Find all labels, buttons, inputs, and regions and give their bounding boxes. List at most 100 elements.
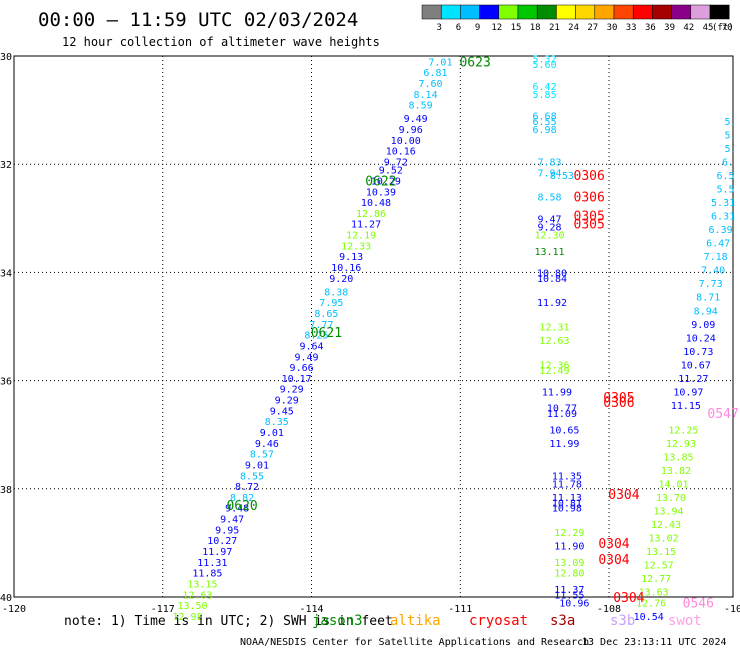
swh-value: 9.47 (220, 515, 244, 526)
swh-value: 10.73 (683, 347, 713, 358)
swh-value: 11.37 (554, 585, 584, 596)
swh-value: 11.27 (351, 220, 381, 231)
swh-value: 12.86 (356, 209, 386, 220)
x-tick-label: -10 (724, 604, 740, 615)
colorbar-swatch (517, 4, 538, 20)
swh-value: 10.16 (386, 147, 416, 158)
pass-time-label: 0546 (683, 596, 714, 611)
swh-value: 9.66 (290, 363, 314, 374)
swh-value: 13.11 (534, 247, 564, 258)
colorbar-label: 15 (511, 23, 522, 33)
swh-value: 11.90 (554, 542, 584, 553)
satellite-name-swot: swot (668, 613, 702, 629)
swh-value: 8.55 (240, 471, 264, 482)
pass-time-label: 0623 (459, 55, 490, 70)
colorbar-swatch (460, 4, 480, 20)
swh-value: 9.49 (404, 114, 428, 125)
colorbar-label: 39 (664, 23, 675, 33)
colorbar-swatch (632, 4, 653, 20)
swh-value: 11.35 (552, 471, 582, 482)
swh-value: 7.83 (537, 157, 561, 168)
swh-value: 12.33 (341, 241, 371, 252)
swh-value: 9.29 (280, 385, 304, 396)
swh-value: 10.16 (331, 263, 361, 274)
x-tick-label: -117 (151, 604, 175, 615)
swh-value: 10.00 (391, 136, 421, 147)
swh-value: 6. (722, 157, 734, 168)
swh-value: 12.29 (554, 528, 584, 539)
swh-value: 6.68 (533, 112, 557, 123)
swh-value: 5.60 (533, 60, 557, 71)
swh-value: 13.63 (639, 588, 669, 599)
swh-value: 12.31 (539, 323, 569, 334)
swh-value: 13.15 (646, 547, 676, 558)
swh-value: 11.09 (547, 409, 577, 420)
pass-time-label: 0547 (707, 407, 738, 422)
colorbar-label: 42 (683, 23, 694, 33)
swh-value: 5. (724, 130, 736, 141)
y-tick-label: -32 (0, 160, 12, 171)
swh-value: 9.13 (339, 252, 363, 263)
colorbar-label: 27 (587, 23, 598, 33)
swh-value: 8.57 (250, 450, 274, 461)
swh-value: 12.76 (636, 598, 666, 609)
swh-value: 7.18 (704, 252, 728, 263)
colorbar-swatch (440, 4, 461, 20)
pass-time-label: 0304 (608, 488, 639, 503)
swh-value: 8.65 (314, 309, 338, 320)
swh-value: 9.47 (537, 214, 561, 225)
swh-value: 10.97 (673, 387, 703, 398)
colorbar-swatch (498, 4, 519, 20)
colorbar-swatch (613, 4, 634, 20)
swh-value: 10.48 (361, 198, 391, 209)
swh-value: 9.45 (270, 406, 294, 417)
swh-value: 6.31 (711, 212, 735, 223)
swh-value: 12.98 (172, 612, 202, 623)
satellite-name-altika: altika (390, 613, 441, 629)
y-tick-label: -38 (0, 485, 12, 496)
chart-subtitle: 12 hour collection of altimeter wave hei… (62, 35, 380, 49)
generated-timestamp: 13 Dec 23:13:11 UTC 2024 (582, 637, 727, 648)
pass-time-label: 0306 (603, 396, 634, 411)
colorbar-label: 12 (491, 23, 502, 33)
pass-time-label: 0622 (365, 174, 396, 189)
pass-time-label: 0305 (574, 218, 605, 233)
swh-value: 8.58 (537, 193, 561, 204)
swh-value: 12.49 (539, 366, 569, 377)
swh-value: 11.97 (202, 547, 232, 558)
axis-tick-labels: -120 -117 -114 -111 -108 -10 -30 -32 -34 -36 -38 -4… (0, 52, 740, 615)
swh-value: 11.55 (554, 590, 584, 601)
colorbar-swatch (594, 4, 615, 20)
swh-value: 9.46 (255, 439, 279, 450)
swh-value: 10.98 (552, 504, 582, 515)
wave-height-marks: 7.016.817.608.148.599.499.9610.0010.169.… (172, 55, 738, 623)
colorbar-label: 45 (703, 23, 714, 33)
swh-value: 8.94 (694, 306, 718, 317)
x-tick-label: -120 (2, 604, 26, 615)
swh-value: 13.82 (661, 466, 691, 477)
satellite-name-s3a: s3a (550, 613, 575, 629)
swh-value: 10.81 (552, 498, 582, 509)
swh-value: 5.31 (711, 198, 735, 209)
swh-value: 12.80 (554, 569, 584, 580)
swh-value: 10.77 (547, 404, 577, 415)
swh-value: 9.09 (691, 320, 715, 331)
colorbar-swatch (479, 4, 500, 20)
swh-value: 6.98 (533, 125, 557, 136)
swh-value: 10.80 (537, 268, 567, 279)
swh-value: 9.20 (329, 274, 353, 285)
swh-value: 8.82 (230, 493, 254, 504)
swh-value: 8.59 (409, 101, 433, 112)
swh-value: 11.92 (537, 298, 567, 309)
swh-value: 7.77 (309, 320, 333, 331)
swh-value: 6.42 (533, 82, 557, 93)
swh-value: 6.39 (709, 225, 733, 236)
pass-time-label: 0305 (574, 210, 605, 225)
swh-value: 13.94 (653, 506, 683, 517)
swh-value: 13.15 (187, 579, 217, 590)
swh-value: 12.57 (644, 561, 674, 572)
colorbar-label: 18 (530, 23, 541, 33)
colorbar-label: 36 (645, 23, 656, 33)
pass-time-label: 0306 (574, 191, 605, 206)
pass-time-label: 0304 (598, 537, 629, 552)
